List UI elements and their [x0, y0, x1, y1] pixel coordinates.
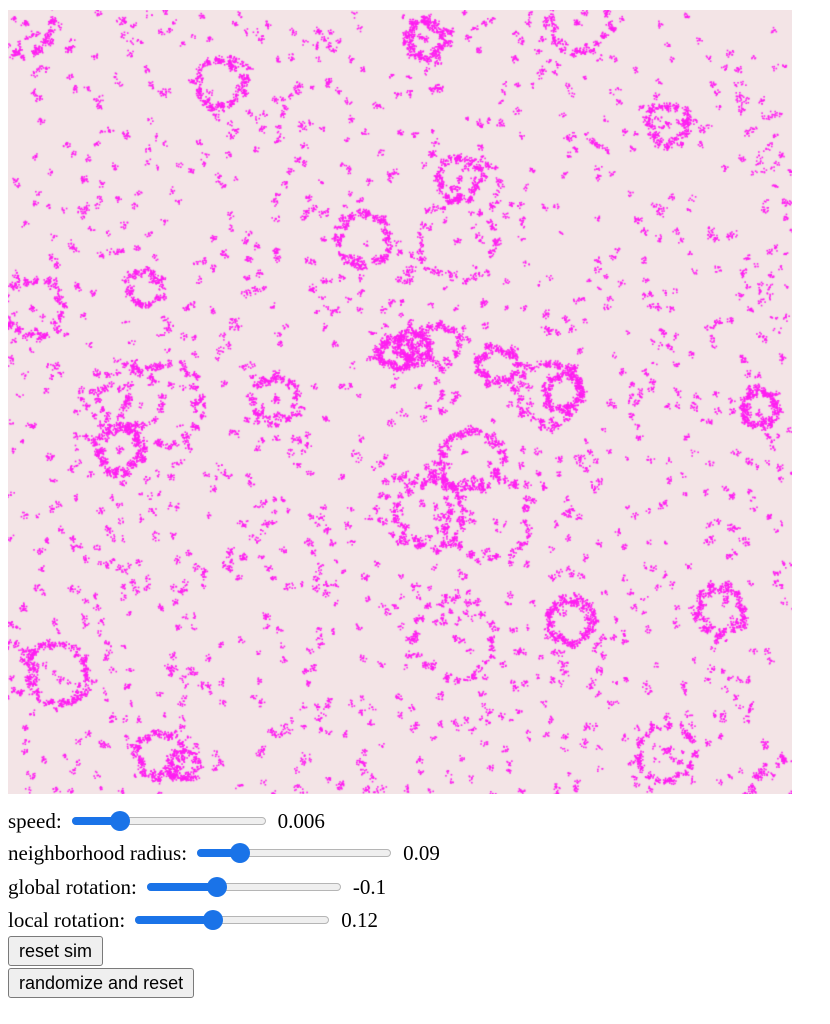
slider-thumb[interactable] [110, 811, 131, 831]
global-rotation-value: -0.1 [352, 874, 387, 899]
simulation-canvas [8, 10, 792, 794]
speed-value: 0.006 [277, 808, 325, 833]
neighborhood-radius-control: neighborhood radius: 0.09 [8, 838, 440, 868]
local-rotation-value: 0.12 [341, 907, 378, 932]
global-rotation-slider[interactable] [146, 877, 341, 897]
local-rotation-slider[interactable] [135, 910, 330, 930]
speed-slider[interactable] [71, 811, 266, 831]
global-rotation-label: global rotation: [8, 874, 137, 899]
speed-label: speed: [8, 808, 62, 833]
randomize-and-reset-button[interactable]: randomize and reset [8, 968, 195, 998]
slider-thumb[interactable] [229, 843, 250, 863]
neighborhood-radius-label: neighborhood radius: [8, 840, 188, 865]
neighborhood-radius-slider[interactable] [197, 843, 392, 863]
slider-thumb[interactable] [206, 877, 227, 897]
neighborhood-radius-value: 0.09 [403, 840, 440, 865]
reset-sim-button[interactable]: reset sim [8, 936, 104, 966]
global-rotation-control: global rotation: -0.1 [8, 872, 386, 902]
slider-thumb[interactable] [202, 910, 223, 930]
speed-control: speed: 0.006 [8, 806, 325, 836]
local-rotation-control: local rotation: 0.12 [8, 905, 378, 935]
local-rotation-label: local rotation: [8, 907, 126, 932]
